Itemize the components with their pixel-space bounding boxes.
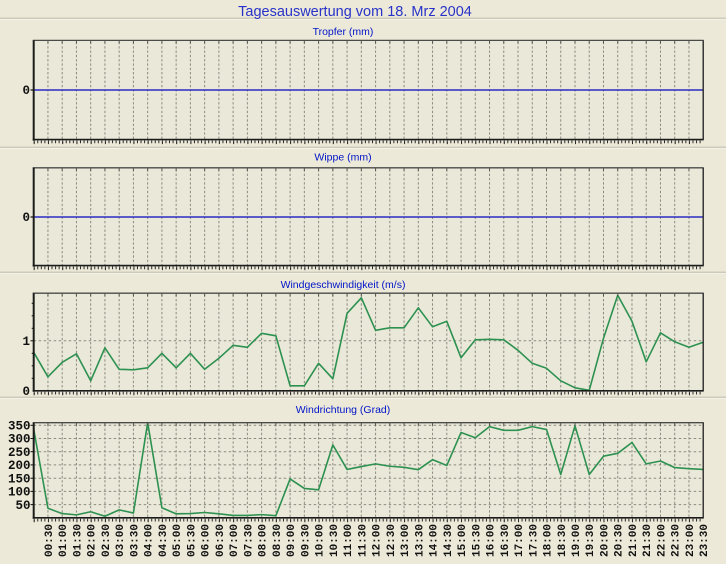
svg-text:50: 50 bbox=[15, 499, 30, 513]
svg-text:00:30: 00:30 bbox=[44, 524, 56, 557]
svg-text:10:30: 10:30 bbox=[329, 524, 341, 557]
svg-text:18:00: 18:00 bbox=[543, 524, 555, 557]
svg-text:0: 0 bbox=[22, 211, 30, 225]
svg-text:250: 250 bbox=[8, 446, 31, 460]
svg-text:10:00: 10:00 bbox=[315, 524, 327, 557]
svg-text:11:30: 11:30 bbox=[357, 524, 369, 557]
svg-text:23:00: 23:00 bbox=[685, 524, 697, 557]
svg-text:15:00: 15:00 bbox=[457, 524, 469, 557]
svg-text:22:00: 22:00 bbox=[656, 524, 668, 557]
svg-text:17:00: 17:00 bbox=[514, 524, 526, 557]
svg-text:06:30: 06:30 bbox=[215, 524, 227, 557]
svg-text:04:30: 04:30 bbox=[158, 524, 170, 557]
svg-text:12:00: 12:00 bbox=[372, 524, 384, 557]
svg-text:Windrichtung (Grad): Windrichtung (Grad) bbox=[296, 404, 391, 416]
svg-text:04:00: 04:00 bbox=[144, 524, 156, 557]
svg-text:08:00: 08:00 bbox=[258, 524, 270, 557]
svg-text:02:00: 02:00 bbox=[87, 524, 99, 557]
svg-text:12:30: 12:30 bbox=[386, 524, 398, 557]
svg-text:20:00: 20:00 bbox=[599, 524, 611, 557]
svg-text:17:30: 17:30 bbox=[528, 524, 540, 557]
svg-text:300: 300 bbox=[8, 433, 31, 447]
svg-text:0: 0 bbox=[22, 84, 30, 98]
svg-text:15:30: 15:30 bbox=[471, 524, 483, 557]
svg-text:23:30: 23:30 bbox=[699, 524, 711, 557]
svg-text:05:00: 05:00 bbox=[172, 524, 184, 557]
svg-text:13:30: 13:30 bbox=[414, 524, 426, 557]
svg-text:Windgeschwindigkeit (m/s): Windgeschwindigkeit (m/s) bbox=[281, 279, 406, 291]
svg-text:200: 200 bbox=[8, 459, 31, 473]
svg-text:350: 350 bbox=[8, 420, 31, 434]
svg-text:20:30: 20:30 bbox=[614, 524, 626, 557]
svg-text:14:30: 14:30 bbox=[443, 524, 455, 557]
svg-text:21:30: 21:30 bbox=[642, 524, 654, 557]
svg-text:05:30: 05:30 bbox=[186, 524, 198, 557]
svg-text:09:00: 09:00 bbox=[286, 524, 298, 557]
svg-text:16:30: 16:30 bbox=[500, 524, 512, 557]
svg-text:Tropfer (mm): Tropfer (mm) bbox=[313, 26, 374, 38]
svg-text:01:00: 01:00 bbox=[58, 524, 70, 557]
svg-text:Tagesauswertung vom 18. Mrz 20: Tagesauswertung vom 18. Mrz 2004 bbox=[238, 4, 472, 20]
svg-text:07:30: 07:30 bbox=[243, 524, 255, 557]
svg-text:06:00: 06:00 bbox=[201, 524, 213, 557]
svg-text:11:00: 11:00 bbox=[343, 524, 355, 557]
svg-text:19:30: 19:30 bbox=[585, 524, 597, 557]
svg-text:08:30: 08:30 bbox=[272, 524, 284, 557]
svg-text:0: 0 bbox=[22, 385, 30, 399]
svg-text:03:30: 03:30 bbox=[129, 524, 141, 557]
svg-text:01:30: 01:30 bbox=[72, 524, 84, 557]
svg-text:14:00: 14:00 bbox=[429, 524, 441, 557]
svg-text:03:00: 03:00 bbox=[115, 524, 127, 557]
svg-text:22:30: 22:30 bbox=[671, 524, 683, 557]
svg-text:02:30: 02:30 bbox=[101, 524, 113, 557]
svg-text:21:00: 21:00 bbox=[628, 524, 640, 557]
svg-text:150: 150 bbox=[8, 472, 31, 486]
svg-text:13:00: 13:00 bbox=[400, 524, 412, 557]
svg-text:100: 100 bbox=[8, 486, 31, 500]
svg-text:1: 1 bbox=[22, 335, 30, 349]
svg-text:16:00: 16:00 bbox=[486, 524, 498, 557]
svg-text:Wippe (mm): Wippe (mm) bbox=[314, 152, 371, 164]
svg-text:09:30: 09:30 bbox=[300, 524, 312, 557]
svg-text:07:00: 07:00 bbox=[229, 524, 241, 557]
svg-text:19:00: 19:00 bbox=[571, 524, 583, 557]
svg-text:18:30: 18:30 bbox=[557, 524, 569, 557]
